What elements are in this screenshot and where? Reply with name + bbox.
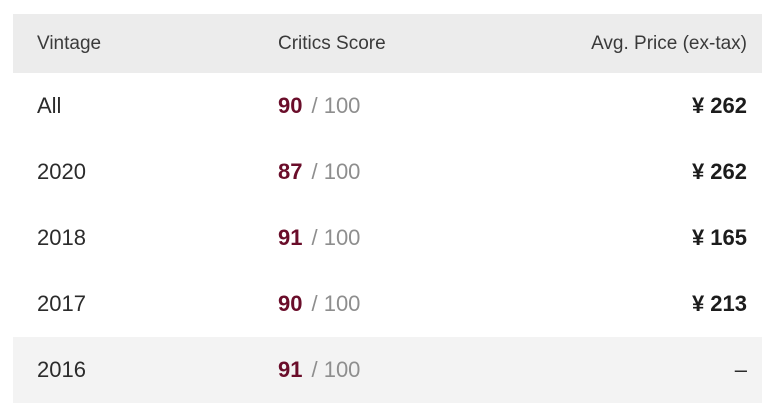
score-denominator: / 100 bbox=[311, 93, 361, 118]
score-denominator: / 100 bbox=[311, 225, 361, 250]
column-header-vintage: Vintage bbox=[37, 32, 102, 54]
table-row-2016[interactable]: 2016 91 / 100 – bbox=[13, 337, 762, 403]
column-header-critics-score: Critics Score bbox=[278, 32, 386, 54]
score-denominator: / 100 bbox=[311, 357, 361, 382]
score-value: 91 bbox=[278, 357, 303, 382]
critics-score-cell: 91 / 100 bbox=[278, 357, 508, 383]
table-row-2020[interactable]: 2020 87 / 100 ¥ 262 bbox=[13, 139, 762, 205]
vintage-comparison-table: Vintage Critics Score Avg. Price (ex-tax… bbox=[13, 14, 762, 403]
critics-score-cell: 90 / 100 bbox=[278, 291, 508, 317]
score-value: 91 bbox=[278, 225, 303, 250]
critics-score-cell: 87 / 100 bbox=[278, 159, 508, 185]
avg-price-value: ¥ 262 bbox=[691, 93, 747, 118]
vintage-label: 2018 bbox=[37, 225, 86, 250]
score-denominator: / 100 bbox=[311, 159, 361, 184]
vintage-label: 2016 bbox=[37, 357, 86, 382]
avg-price-value: ¥ 165 bbox=[691, 225, 747, 250]
column-header-avg-price: Avg. Price (ex-tax) bbox=[591, 32, 747, 54]
table-row-all[interactable]: All 90 / 100 ¥ 262 bbox=[13, 73, 762, 139]
avg-price-value: – bbox=[734, 357, 747, 382]
avg-price-value: ¥ 213 bbox=[691, 291, 747, 316]
critics-score-cell: 91 / 100 bbox=[278, 225, 508, 251]
score-denominator: / 100 bbox=[311, 291, 361, 316]
score-value: 90 bbox=[278, 93, 303, 118]
vintage-label: All bbox=[37, 93, 62, 118]
table-row-2017[interactable]: 2017 90 / 100 ¥ 213 bbox=[13, 271, 762, 337]
table-row-2018[interactable]: 2018 91 / 100 ¥ 165 bbox=[13, 205, 762, 271]
score-value: 87 bbox=[278, 159, 303, 184]
table-header: Vintage Critics Score Avg. Price (ex-tax… bbox=[13, 14, 762, 73]
vintage-label: 2017 bbox=[37, 291, 86, 316]
vintage-label: 2020 bbox=[37, 159, 86, 184]
critics-score-cell: 90 / 100 bbox=[278, 93, 508, 119]
score-value: 90 bbox=[278, 291, 303, 316]
avg-price-value: ¥ 262 bbox=[691, 159, 747, 184]
